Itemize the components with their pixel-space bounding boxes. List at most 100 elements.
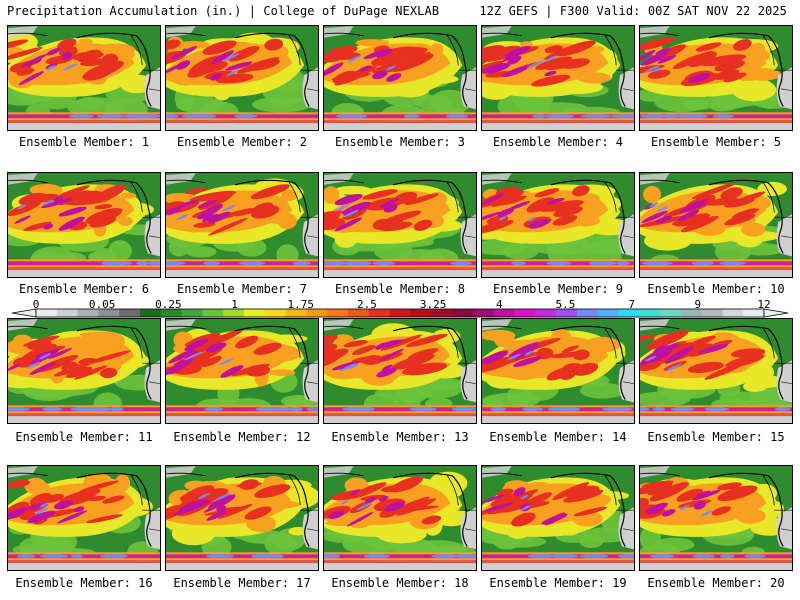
ensemble-member-map [639, 318, 793, 424]
ensemble-member-label: Ensemble Member: 6 [18, 282, 150, 296]
precipitation-field [8, 319, 160, 423]
precipitation-field [166, 466, 318, 570]
ensemble-member-map [7, 25, 161, 131]
colorbar-swatch [348, 309, 370, 317]
ensemble-member-map [7, 318, 161, 424]
ensemble-member-label: Ensemble Member: 7 [176, 282, 308, 296]
colorbar-tick: 1 [231, 298, 238, 311]
colorbar-swatch [472, 309, 495, 317]
colorbar-tick: 3.25 [419, 298, 447, 311]
ensemble-member-label: Ensemble Member: 3 [334, 135, 466, 149]
colorbar-swatch [56, 309, 79, 317]
ensemble-member-label: Ensemble Member: 14 [489, 430, 627, 444]
precipitation-field [8, 466, 160, 570]
precipitation-field [324, 26, 476, 130]
ensemble-member-map [481, 318, 635, 424]
colorbar-tick: 2.5 [356, 298, 377, 311]
colorbar-swatch [493, 309, 515, 317]
colorbar-swatch [618, 309, 640, 317]
precipitation-field [482, 466, 634, 570]
colorbar-swatch [223, 309, 245, 317]
precipitation-field [324, 319, 476, 423]
colorbar-tick: 1.75 [287, 298, 314, 311]
colorbar-swatch [140, 309, 162, 317]
colorbar-swatch [660, 309, 682, 317]
ensemble-member-map [7, 465, 161, 571]
colorbar-swatch [389, 309, 411, 317]
colorbar-swatch [119, 309, 141, 317]
ensemble-member-map [481, 465, 635, 571]
ensemble-member-map [639, 25, 793, 131]
colorbar-max-arrow [763, 308, 789, 318]
ensemble-member-map [165, 465, 319, 571]
precipitation-field [482, 319, 634, 423]
colorbar-tick: 0.05 [88, 298, 116, 311]
colorbar-swatch [98, 309, 120, 317]
ensemble-member-map [323, 318, 477, 424]
ensemble-member-map [323, 172, 477, 278]
colorbar-swatch [722, 309, 744, 317]
precipitation-field [640, 173, 792, 277]
colorbar-swatch [327, 309, 349, 317]
colorbar-tick: 7 [628, 298, 635, 311]
colorbar-tick: 12 [757, 298, 771, 311]
precipitation-field [640, 466, 792, 570]
precipitation-colorbar [11, 308, 789, 318]
ensemble-member-label: Ensemble Member: 11 [15, 430, 153, 444]
ensemble-member-map [7, 172, 161, 278]
ensemble-member-label: Ensemble Member: 2 [176, 135, 308, 149]
colorbar-swatch [743, 309, 765, 317]
precipitation-field [8, 26, 160, 130]
colorbar-swatch [160, 309, 183, 317]
ensemble-member-label: Ensemble Member: 13 [331, 430, 469, 444]
precipitation-field [324, 466, 476, 570]
precipitation-field [166, 173, 318, 277]
colorbar-swatch [77, 309, 99, 317]
ensemble-member-map [639, 172, 793, 278]
ensemble-member-map [165, 172, 319, 278]
colorbar-tick: 9 [694, 298, 702, 311]
colorbar-swatch [597, 309, 619, 317]
colorbar-swatch [535, 309, 557, 317]
precipitation-field [324, 173, 476, 277]
precipitation-field [482, 173, 634, 277]
precipitation-field [640, 319, 792, 423]
ensemble-member-label: Ensemble Member: 4 [492, 135, 624, 149]
ensemble-member-label: Ensemble Member: 16 [15, 576, 153, 590]
ensemble-member-label: Ensemble Member: 15 [647, 430, 785, 444]
colorbar-swatch [202, 309, 224, 317]
colorbar-swatch [431, 309, 453, 317]
map-title: Precipitation Accumulation (in.) | Colle… [7, 4, 440, 18]
ensemble-member-label: Ensemble Member: 1 [18, 135, 150, 149]
colorbar-swatch [285, 309, 307, 317]
ensemble-member-map [481, 25, 635, 131]
ensemble-member-label: Ensemble Member: 20 [647, 576, 785, 590]
colorbar-swatch [701, 309, 723, 317]
colorbar-swatch [410, 309, 432, 317]
ensemble-member-map [481, 172, 635, 278]
colorbar-swatch [556, 309, 578, 317]
ensemble-member-map [323, 465, 477, 571]
model-run-info: 12Z GEFS | F300 Valid: 00Z SAT NOV 22 20… [479, 4, 787, 18]
colorbar-swatch [514, 309, 536, 317]
precipitation-field [166, 319, 318, 423]
colorbar-swatch [36, 309, 58, 317]
colorbar-swatch [576, 309, 599, 317]
colorbar-swatch [244, 309, 266, 317]
ensemble-member-label: Ensemble Member: 17 [173, 576, 311, 590]
ensemble-member-label: Ensemble Member: 18 [331, 576, 469, 590]
ensemble-member-label: Ensemble Member: 9 [492, 282, 624, 296]
colorbar-swatch [264, 309, 287, 317]
ensemble-member-label: Ensemble Member: 8 [334, 282, 466, 296]
precipitation-field [8, 173, 160, 277]
precipitation-field [166, 26, 318, 130]
colorbar-swatch [368, 309, 391, 317]
ensemble-member-map [639, 465, 793, 571]
colorbar-swatch [639, 309, 661, 317]
precipitation-field [640, 26, 792, 130]
ensemble-member-label: Ensemble Member: 19 [489, 576, 627, 590]
ensemble-member-map [165, 25, 319, 131]
colorbar-tick: 0 [32, 298, 40, 311]
ensemble-member-map [323, 25, 477, 131]
colorbar-swatch [181, 309, 203, 317]
